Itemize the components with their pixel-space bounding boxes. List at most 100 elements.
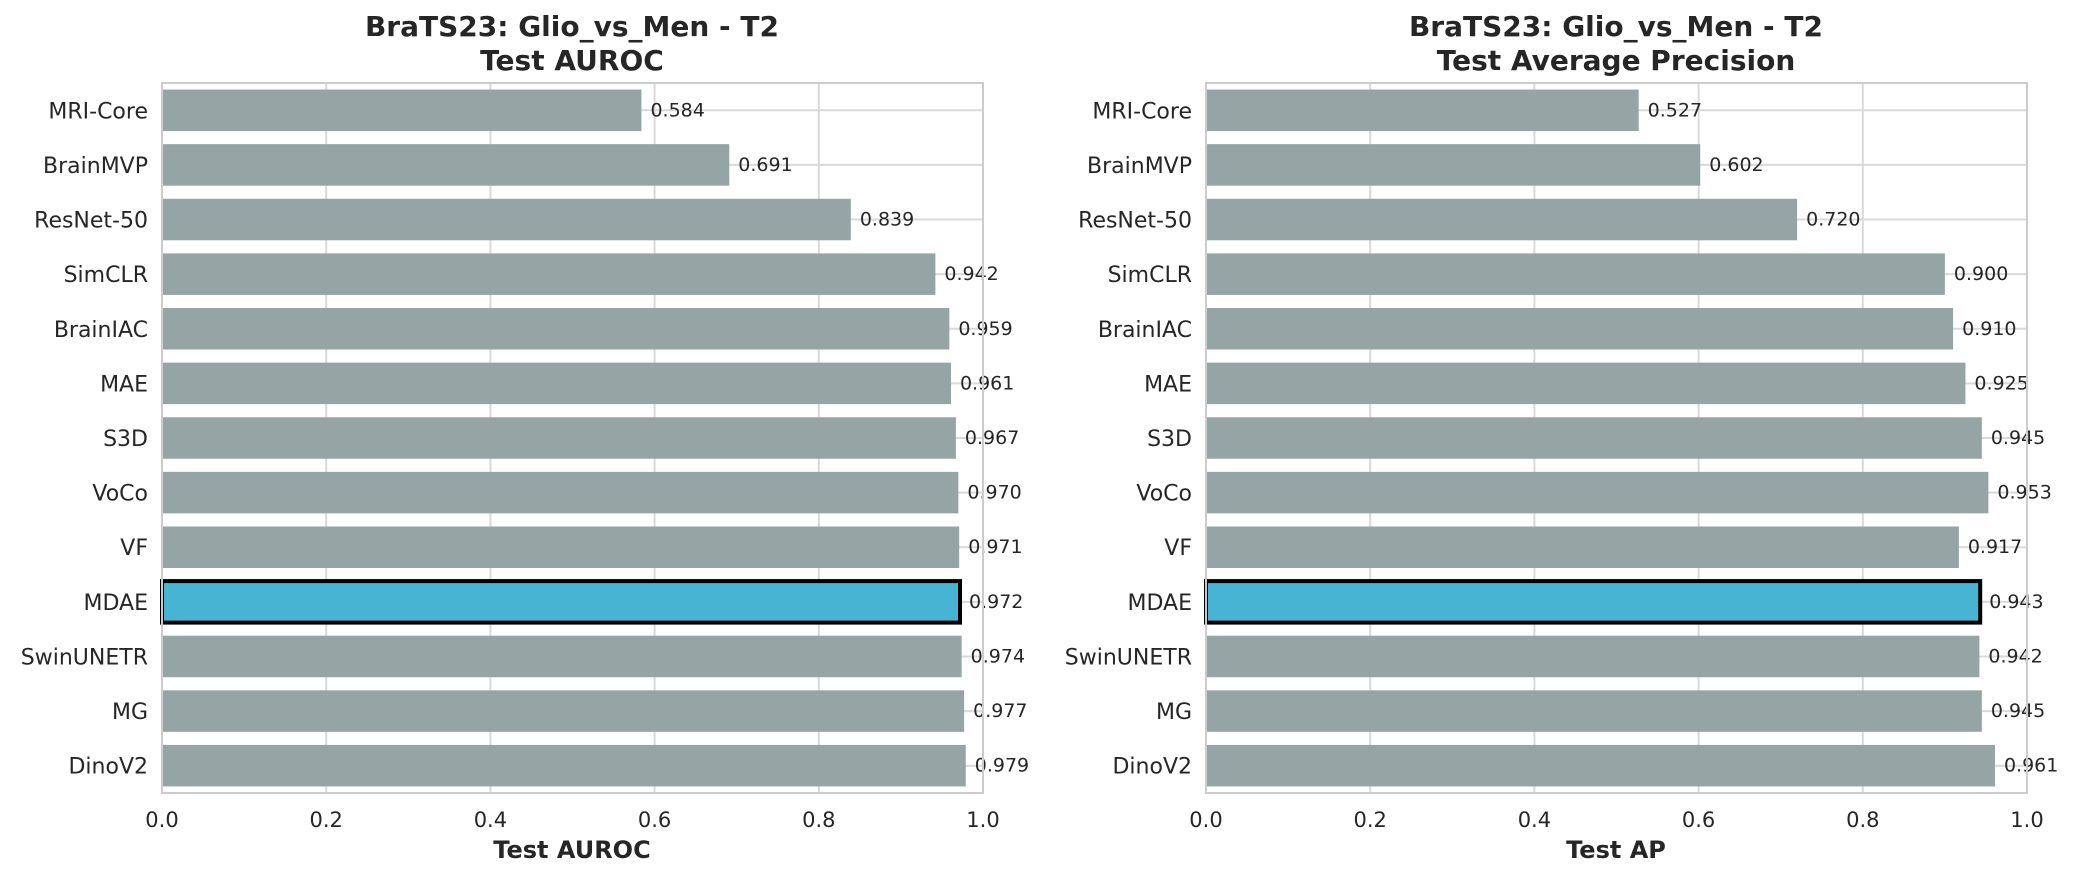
auroc-bar-brainmvp: [162, 144, 730, 186]
ap-x-tick-label: 1.0: [2010, 808, 2043, 832]
ap-category-label: MRI-Core: [1092, 99, 1192, 124]
ap-value-label: 0.961: [2004, 755, 2058, 777]
auroc-bar-dinov2: [162, 744, 966, 787]
ap-value-label: 0.602: [1709, 154, 1763, 176]
ap-plot-area: 0.0 0.2 0.4 0.6 0.8 1.0 MRI-Core 0.527 BrainMVP 0…: [1065, 82, 2058, 832]
auroc-category-label: VF: [120, 536, 148, 561]
ap-chart-subtitle: Test Average Precision: [1437, 44, 1796, 77]
ap-x-tick-label: 0.6: [1682, 808, 1715, 832]
auroc-category-label: VoCo: [92, 482, 148, 507]
auroc-category-label: MRI-Core: [48, 99, 148, 124]
auroc-value-label: 0.691: [738, 154, 792, 176]
ap-bar-swinunetr: [1206, 635, 1980, 678]
auroc-chart-subtitle: Test AUROC: [480, 44, 664, 77]
ap-value-label: 0.945: [1991, 427, 2045, 449]
auroc-bar-simclr: [162, 253, 936, 295]
ap-x-axis-label: Test AP: [1566, 836, 1666, 864]
auroc-value-label: 0.979: [975, 755, 1029, 777]
ap-bar-brainmvp: [1206, 144, 1701, 186]
ap-bar-s3d: [1206, 417, 1982, 459]
ap-category-label: MG: [1156, 700, 1192, 725]
auroc-category-label: S3D: [103, 427, 148, 452]
auroc-category-label: MG: [112, 700, 148, 725]
auroc-bar-brainiac: [162, 308, 950, 350]
auroc-category-label: DinoV2: [68, 755, 148, 780]
auroc-bar-voco: [162, 471, 959, 514]
ap-value-label: 0.925: [1974, 372, 2028, 394]
ap-x-tick-label: 0.8: [1846, 808, 1879, 832]
ap-bar-mri-core: [1206, 89, 1639, 132]
ap-category-label: VoCo: [1136, 482, 1192, 507]
auroc-x-tick-label: 0.0: [145, 808, 178, 832]
auroc-category-label: SimCLR: [64, 263, 148, 288]
ap-category-label: ResNet-50: [1078, 209, 1192, 234]
ap-category-label: BrainIAC: [1098, 318, 1192, 343]
auroc-bar-swinunetr: [162, 635, 962, 678]
ap-bar-simclr: [1206, 253, 1945, 295]
auroc-category-label: ResNet-50: [34, 209, 148, 234]
ap-chart-title: BraTS23: Glio_vs_Men - T2: [1409, 10, 1823, 43]
auroc-chart-panel: BraTS23: Glio_vs_Men - T2 Test AUROC 0.0…: [21, 10, 1029, 864]
auroc-bar-mdae: [160, 579, 963, 625]
auroc-value-label: 0.961: [960, 372, 1014, 394]
auroc-value-label: 0.584: [650, 99, 704, 121]
auroc-bar-vf: [162, 526, 960, 568]
auroc-category-label: MDAE: [84, 591, 149, 616]
auroc-x-axis-label: Test AUROC: [493, 836, 650, 864]
auroc-axes-frame: [161, 82, 984, 794]
auroc-plot-area: 0.0 0.2 0.4 0.6 0.8 1.0 MRI-Core 0.584 BrainMVP 0…: [21, 82, 1029, 832]
auroc-x-tick-label: 0.4: [474, 808, 507, 832]
ap-category-label: DinoV2: [1112, 755, 1192, 780]
ap-category-label: MAE: [1144, 372, 1192, 397]
auroc-chart-title: BraTS23: Glio_vs_Men - T2: [365, 10, 779, 43]
auroc-value-label: 0.839: [860, 209, 914, 231]
ap-bar-vf: [1206, 526, 1959, 568]
ap-value-label: 0.953: [1997, 482, 2051, 504]
ap-x-tick-label: 0.0: [1189, 808, 1222, 832]
ap-value-label: 0.917: [1968, 536, 2022, 558]
auroc-value-label: 0.971: [968, 536, 1022, 558]
ap-category-label: S3D: [1147, 427, 1192, 452]
ap-bar-resnet-50: [1206, 198, 1798, 241]
auroc-value-label: 0.972: [969, 591, 1023, 613]
auroc-category-label: BrainMVP: [43, 154, 148, 179]
auroc-value-label: 0.959: [958, 318, 1012, 340]
auroc-bar-mae: [162, 362, 951, 405]
auroc-x-tick-label: 0.6: [638, 808, 671, 832]
ap-x-tick-label: 0.4: [1518, 808, 1551, 832]
ap-category-label: VF: [1164, 536, 1192, 561]
ap-value-label: 0.720: [1806, 209, 1860, 231]
ap-category-label: BrainMVP: [1087, 154, 1192, 179]
ap-chart-panel: BraTS23: Glio_vs_Men - T2 Test Average P…: [1065, 10, 2059, 864]
auroc-bar-s3d: [162, 417, 956, 459]
auroc-x-tick-label: 1.0: [966, 808, 999, 832]
ap-value-label: 0.942: [1988, 645, 2042, 667]
ap-axes-frame: [1205, 82, 2028, 794]
auroc-bar-mri-core: [162, 89, 642, 132]
auroc-bar-resnet-50: [162, 198, 851, 241]
ap-bar-dinov2: [1206, 744, 1995, 787]
ap-bar-brainiac: [1206, 308, 1954, 350]
ap-x-tick-label: 0.2: [1353, 808, 1386, 832]
auroc-category-label: SwinUNETR: [21, 645, 148, 670]
ap-value-label: 0.910: [1962, 318, 2016, 340]
auroc-value-label: 0.967: [965, 427, 1019, 449]
ap-value-label: 0.945: [1991, 700, 2045, 722]
auroc-x-tick-label: 0.2: [309, 808, 342, 832]
auroc-category-label: BrainIAC: [54, 318, 148, 343]
ap-value-label: 0.527: [1648, 99, 1702, 121]
ap-category-label: MDAE: [1128, 591, 1193, 616]
ap-value-label: 0.943: [1989, 591, 2043, 613]
ap-category-label: SimCLR: [1108, 263, 1192, 288]
ap-bar-mae: [1206, 362, 1966, 405]
ap-category-label: SwinUNETR: [1065, 645, 1192, 670]
auroc-value-label: 0.977: [973, 700, 1027, 722]
ap-value-label: 0.900: [1954, 263, 2008, 285]
ap-bar-mg: [1206, 690, 1982, 732]
auroc-value-label: 0.974: [971, 645, 1025, 667]
auroc-bar-mg: [162, 690, 965, 732]
auroc-x-tick-label: 0.8: [802, 808, 835, 832]
auroc-value-label: 0.942: [944, 263, 998, 285]
ap-bar-mdae: [1204, 579, 1983, 625]
